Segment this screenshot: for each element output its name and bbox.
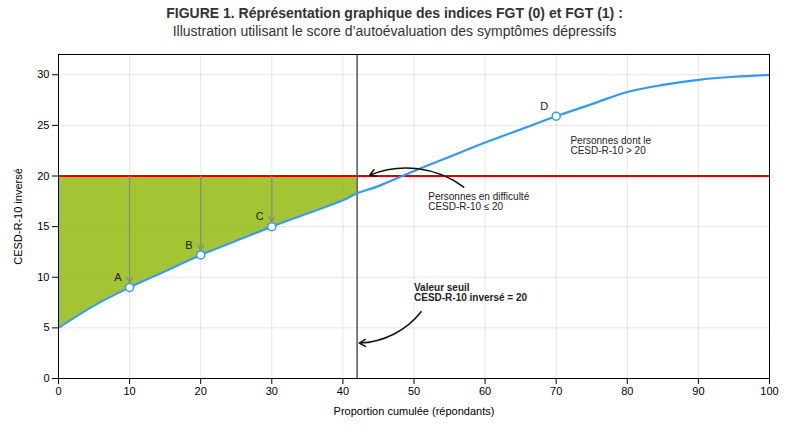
- svg-text:CESD-R-10 inversé: CESD-R-10 inversé: [12, 168, 24, 265]
- svg-text:A: A: [114, 271, 122, 283]
- svg-text:10: 10: [37, 271, 49, 283]
- svg-text:Personnes dont leCESD-R-10 > 2: Personnes dont leCESD-R-10 > 20: [570, 135, 651, 156]
- svg-text:30: 30: [266, 385, 278, 397]
- svg-text:60: 60: [479, 385, 491, 397]
- svg-text:Valeur seuilCESD-R-10 inversé: Valeur seuilCESD-R-10 inversé = 20: [414, 282, 528, 303]
- svg-text:20: 20: [37, 170, 49, 182]
- svg-text:Proportion cumulée (répondants: Proportion cumulée (répondants): [334, 405, 495, 417]
- svg-text:70: 70: [550, 385, 562, 397]
- svg-text:30: 30: [37, 68, 49, 80]
- svg-text:15: 15: [37, 220, 49, 232]
- svg-text:B: B: [185, 238, 192, 250]
- html-text:Illustration utilisant le scor: Illustration utilisant le score d’autoév…: [172, 23, 617, 39]
- svg-text:90: 90: [692, 385, 704, 397]
- svg-text:5: 5: [43, 321, 49, 333]
- svg-text:D: D: [540, 100, 548, 112]
- svg-text:20: 20: [195, 385, 207, 397]
- svg-text:25: 25: [37, 119, 49, 131]
- html-text:FIGURE 1. Réprésentation graph: FIGURE 1. Réprésentation graphique des i…: [166, 5, 623, 21]
- svg-text:0: 0: [43, 372, 49, 384]
- svg-text:80: 80: [621, 385, 633, 397]
- svg-text:100: 100: [760, 385, 778, 397]
- svg-text:50: 50: [408, 385, 420, 397]
- svg-text:Personnes en difficultéCESD-R-: Personnes en difficultéCESD-R-10 ≤ 20: [428, 191, 529, 212]
- svg-text:C: C: [256, 210, 264, 222]
- svg-text:40: 40: [337, 385, 349, 397]
- svg-text:10: 10: [123, 385, 135, 397]
- svg-text:0: 0: [55, 385, 61, 397]
